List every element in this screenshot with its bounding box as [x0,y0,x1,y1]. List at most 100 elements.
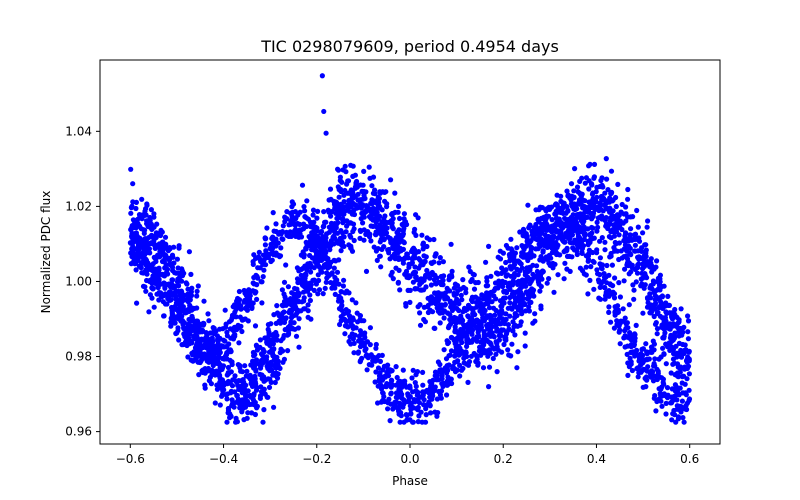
data-point [582,180,588,186]
data-point [172,315,178,321]
data-point [186,249,192,255]
data-point [432,409,438,415]
data-point [634,270,641,276]
data-point [444,295,451,302]
data-point [603,156,609,162]
data-point [223,355,229,362]
data-point [376,376,383,382]
data-point [532,274,538,280]
data-point [666,340,672,346]
data-point [683,347,689,353]
data-point [378,264,384,270]
data-point [616,319,623,325]
data-point [357,316,363,323]
data-point [621,278,627,284]
data-point [193,328,199,334]
data-point [322,285,328,291]
data-point [677,366,683,372]
data-point [225,378,231,385]
data-point [539,276,545,282]
data-point [498,303,504,309]
data-point [677,325,684,332]
data-point [662,330,668,336]
data-point [515,307,522,313]
data-point [316,264,323,270]
data-point [305,308,311,314]
data-point [395,279,401,285]
data-point [505,245,511,251]
data-point [416,249,422,255]
data-point [150,275,156,281]
data-point [389,220,395,226]
data-point [623,248,630,254]
data-point [616,323,622,329]
data-point [166,257,173,263]
data-point [486,243,492,249]
data-point [465,302,472,308]
data-point [526,308,533,314]
data-point [617,294,624,300]
data-point [503,311,509,317]
data-point [281,356,287,362]
data-point [457,335,463,341]
data-point [463,361,469,367]
data-point [620,306,626,312]
data-point [382,198,388,204]
data-point [665,392,671,398]
data-point [598,193,605,200]
data-point [661,319,667,325]
data-point [519,265,525,271]
data-point [222,307,228,313]
data-point [268,258,274,265]
data-point [482,301,488,307]
data-point [413,372,419,378]
data-point [338,207,344,213]
data-point [447,316,453,323]
data-point [146,241,153,247]
data-point [684,406,690,413]
data-point [187,331,193,337]
data-point [436,296,442,302]
data-point [477,303,483,309]
data-point [350,201,356,207]
data-point [361,168,367,174]
data-point [185,299,191,305]
data-point [651,289,657,295]
data-point [417,310,423,316]
data-point [512,300,518,306]
data-point [470,336,477,342]
data-point [339,303,345,309]
data-point [544,280,550,286]
data-point [192,323,198,329]
data-point [406,275,412,281]
data-point [243,400,249,406]
data-point [661,351,667,357]
data-point [257,371,263,377]
data-point [611,295,618,301]
data-point [685,318,692,324]
data-point [475,279,481,286]
data-point [292,228,298,234]
data-point [546,260,552,266]
data-point [303,246,309,252]
data-point [672,412,678,418]
data-point [221,387,227,393]
data-point [393,364,399,370]
data-point [302,279,308,285]
x-tick-label: −0.6 [116,452,145,466]
data-point [448,334,454,341]
data-point [642,271,648,277]
data-point [273,221,279,227]
data-point [485,326,491,332]
data-point [537,204,543,210]
data-point [313,224,319,230]
data-point [296,299,302,305]
data-point [278,245,284,251]
data-point [349,211,355,217]
y-tick-label: 1.00 [65,274,92,288]
data-point [601,284,608,291]
data-point [483,348,489,354]
data-point [272,379,278,386]
data-point [496,315,502,322]
data-point [307,292,313,298]
